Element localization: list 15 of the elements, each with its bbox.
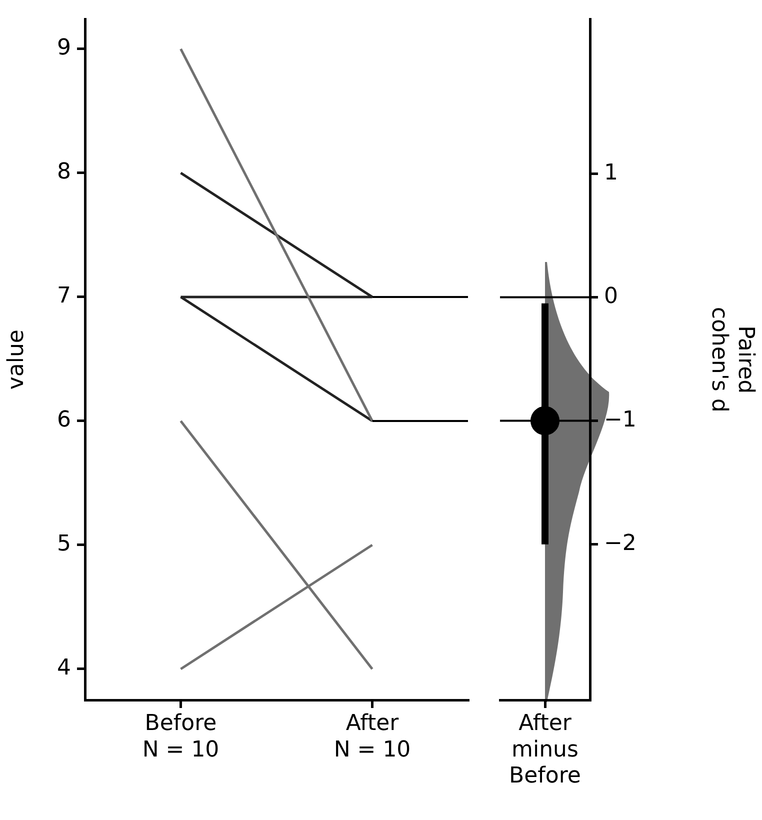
x-tick-label: After minus Before (509, 710, 581, 789)
y-tick-label: 9 (57, 36, 71, 61)
y2-tick-label: 0 (604, 284, 618, 309)
y-tick-label: 5 (57, 532, 71, 557)
x-tick-label: After N = 10 (334, 710, 411, 762)
y-tick-label: 4 (57, 656, 71, 681)
y-tick-label: 6 (57, 408, 71, 433)
y-tick-label: 7 (57, 284, 71, 309)
y2-tick-label: −1 (604, 407, 636, 432)
x-tick-label: Before N = 10 (142, 710, 220, 762)
y-axis-title: value (4, 330, 29, 390)
y2-tick-label: −2 (604, 531, 636, 556)
y2-tick-label: 1 (604, 160, 618, 186)
y-tick-label: 8 (57, 160, 71, 185)
y2-axis-title: Paired cohen's d (706, 306, 758, 412)
